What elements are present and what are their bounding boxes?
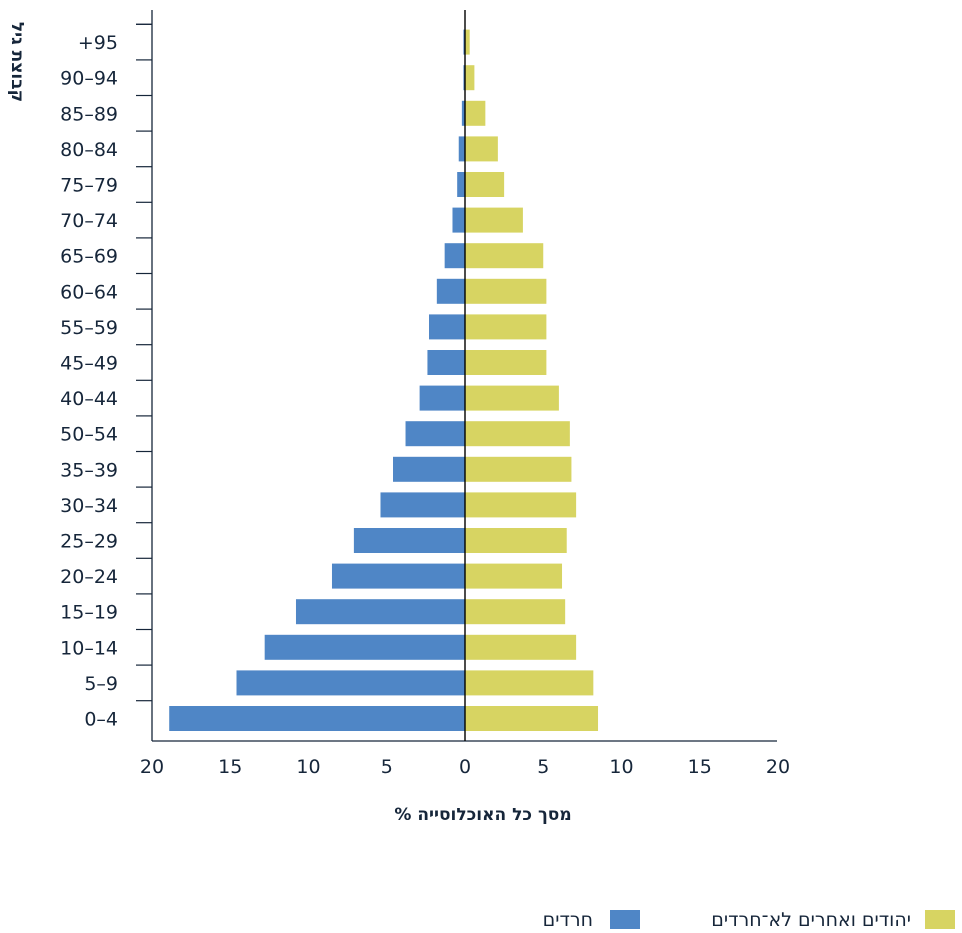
y-tick-label: 30–34 xyxy=(60,495,118,517)
bar-non-haredim xyxy=(465,421,570,447)
bar-non-haredim xyxy=(465,492,577,518)
y-tick-label: 85–89 xyxy=(60,103,118,125)
bar-haredim xyxy=(236,670,465,696)
legend-swatch-haredim xyxy=(610,910,640,929)
bar-non-haredim xyxy=(465,29,470,55)
ticks: 0–4 5–9 10–14 15–19 20–24 25–29 30–34 35–39 50–5… xyxy=(60,23,790,778)
y-tick-label: 90–94 xyxy=(60,68,118,90)
bar-non-haredim xyxy=(465,599,566,625)
legend: חרדים יהודים ואחרים לא־חרדים xyxy=(543,909,955,931)
x-tick-label: 5 xyxy=(381,756,393,778)
y-tick-label: 5–9 xyxy=(84,673,118,695)
bar-non-haredim xyxy=(465,350,547,375)
bars xyxy=(169,29,599,731)
y-tick-label: 80–84 xyxy=(60,139,118,161)
bar-non-haredim xyxy=(465,278,547,304)
bar-haredim xyxy=(295,599,465,625)
bar-non-haredim xyxy=(465,207,523,233)
x-tick-label: 10 xyxy=(296,756,320,778)
bar-haredim xyxy=(427,350,465,375)
x-tick-label: 15 xyxy=(688,756,712,778)
y-tick-label: 15–19 xyxy=(60,602,118,624)
legend-swatch-non-haredim xyxy=(925,910,955,929)
bar-non-haredim xyxy=(465,314,547,340)
bar-non-haredim xyxy=(465,385,559,411)
legend-label-haredim: חרדים xyxy=(543,909,593,931)
bar-non-haredim xyxy=(465,243,544,269)
bar-haredim xyxy=(463,65,465,91)
y-tick-label: 70–74 xyxy=(60,210,118,232)
y-tick-label: 50–54 xyxy=(60,424,118,446)
y-tick-label: 25–29 xyxy=(60,531,118,553)
x-tick-label: 10 xyxy=(609,756,633,778)
bar-non-haredim xyxy=(465,456,572,482)
x-tick-label: 5 xyxy=(537,756,549,778)
bar-haredim xyxy=(353,528,465,553)
bar-haredim xyxy=(458,136,465,162)
x-tick-label: 15 xyxy=(218,756,242,778)
bar-non-haredim xyxy=(465,136,498,162)
x-tick-label: 20 xyxy=(140,756,164,778)
y-axis-title: קבוצת גיל xyxy=(7,22,27,102)
bar-haredim xyxy=(436,278,465,304)
y-tick-label: 35–39 xyxy=(60,459,118,481)
bar-non-haredim xyxy=(465,172,505,197)
bar-non-haredim xyxy=(465,634,577,660)
bar-non-haredim xyxy=(465,670,594,696)
y-tick-label: 65–69 xyxy=(60,246,118,268)
bar-haredim xyxy=(264,634,465,660)
y-tick-label: 75–79 xyxy=(60,175,118,197)
bar-non-haredim xyxy=(465,100,486,126)
bar-non-haredim xyxy=(465,528,567,553)
bar-non-haredim xyxy=(465,563,563,589)
x-tick-label: 20 xyxy=(766,756,790,778)
x-tick-label: 0 xyxy=(459,756,471,778)
y-tick-label: 0–4 xyxy=(84,709,118,731)
bar-haredim xyxy=(405,421,465,447)
y-tick-label: 10–14 xyxy=(60,637,118,659)
y-tick-label: 55–59 xyxy=(60,317,118,339)
bar-haredim xyxy=(429,314,465,340)
y-tick-label: +95 xyxy=(78,32,118,54)
bar-haredim xyxy=(461,100,465,126)
y-tick-label: 60–64 xyxy=(60,281,118,303)
bar-haredim xyxy=(393,456,465,482)
y-tick-label: 40–44 xyxy=(60,388,118,410)
y-tick-label: 45–49 xyxy=(60,353,118,375)
bar-non-haredim xyxy=(465,65,475,91)
x-axis-title: % מסך כל האוכלוסייה xyxy=(394,805,571,825)
bar-haredim xyxy=(419,385,465,411)
bar-haredim xyxy=(444,243,465,269)
legend-label-non-haredim: יהודים ואחרים לא־חרדים xyxy=(711,909,911,931)
y-tick-label: 20–24 xyxy=(60,566,118,588)
bar-haredim xyxy=(463,29,465,55)
bar-haredim xyxy=(452,207,465,233)
bar-haredim xyxy=(380,492,465,518)
bar-haredim xyxy=(169,706,465,731)
bar-haredim xyxy=(331,563,465,589)
bar-haredim xyxy=(457,172,465,197)
bar-non-haredim xyxy=(465,706,599,731)
